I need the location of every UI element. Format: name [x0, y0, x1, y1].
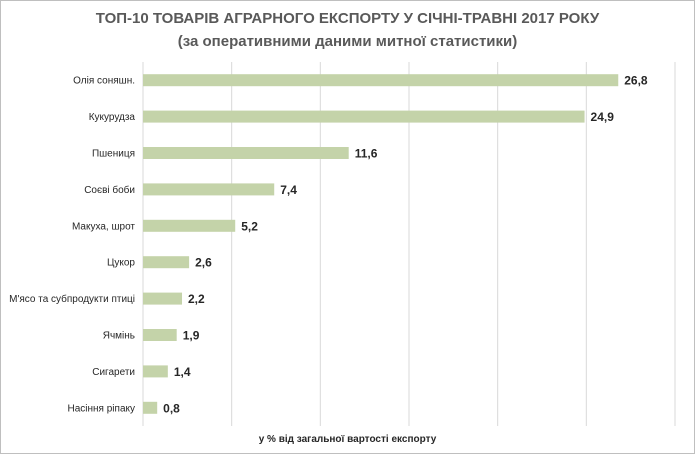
bar — [143, 74, 619, 87]
data-label: 2,6 — [195, 256, 212, 270]
data-label: 26,8 — [624, 74, 648, 88]
bar — [143, 256, 190, 269]
bar — [143, 183, 275, 196]
bar — [143, 292, 183, 305]
bar — [143, 110, 585, 123]
data-label: 24,9 — [591, 110, 615, 124]
bar — [143, 147, 349, 159]
category-label: Макуха, шрот — [72, 221, 135, 232]
category-label: Сигарети — [92, 367, 135, 378]
data-label: 1,9 — [183, 329, 200, 343]
data-label: 2,2 — [188, 292, 205, 306]
bar — [143, 365, 168, 378]
category-label: Олія соняшн. — [73, 76, 135, 87]
bar — [143, 219, 236, 232]
category-label: Цукор — [107, 258, 135, 269]
data-label: 7,4 — [280, 183, 297, 197]
category-label: Соєві боби — [84, 184, 135, 196]
data-label: 5,2 — [241, 219, 258, 233]
data-label: 1,4 — [174, 365, 191, 379]
category-label: Кукурудза — [89, 112, 136, 123]
data-label: 11,6 — [355, 147, 378, 161]
category-label: Насіння ріпаку — [68, 403, 136, 414]
bar — [143, 329, 177, 341]
category-label: Пшениця — [92, 149, 135, 160]
x-axis-label: у % від загальної вартості експорту — [258, 434, 437, 445]
bar — [143, 401, 158, 414]
category-label: Ячмінь — [103, 331, 135, 342]
category-label: М'ясо та субпродукти птиці — [9, 293, 135, 305]
data-label: 0,8 — [163, 401, 180, 415]
chart-subtitle: (за оперативними даними митної статистик… — [177, 33, 518, 50]
chart-title: ТОП-10 ТОВАРІВ АГРАРНОГО ЕКСПОРТУ У СІЧН… — [95, 10, 600, 27]
